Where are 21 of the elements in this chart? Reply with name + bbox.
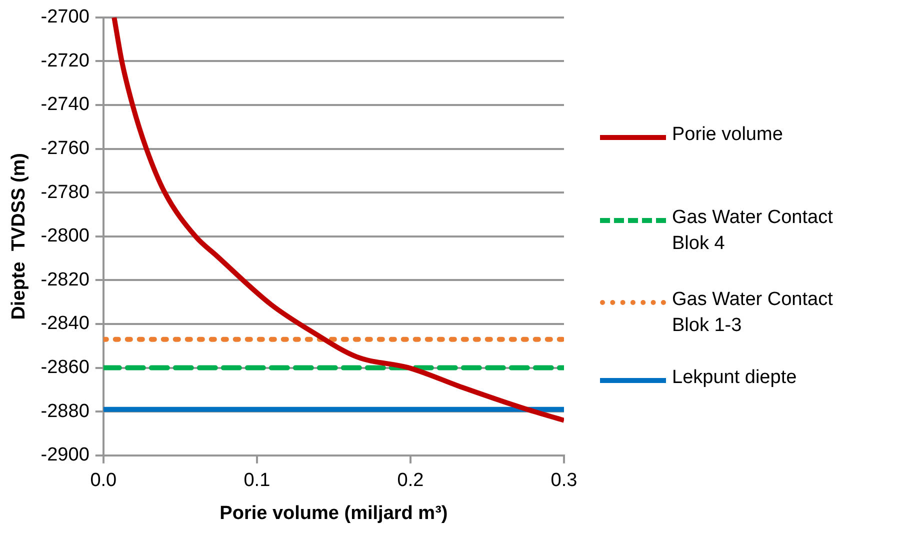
x-tick-label: 0.3 <box>550 470 578 492</box>
y-axis-title: Diepte TVDSS (m) <box>8 152 30 320</box>
y-tick-label: -2720 <box>40 50 90 72</box>
x-tick-label: 0.1 <box>244 470 270 492</box>
x-tick-label: 0.2 <box>397 470 424 492</box>
y-tick-label: -2900 <box>40 444 90 466</box>
x-tick-label: 0.0 <box>90 470 117 492</box>
y-tick-label: -2860 <box>40 357 90 378</box>
legend-label: Gas Water Contact Blok 4 <box>672 206 834 256</box>
y-tick-label: -2780 <box>40 182 90 203</box>
y-tick-label: -2840 <box>40 313 90 334</box>
y-tick-label: -2740 <box>40 94 90 116</box>
legend-label: Gas Water Contact Blok 1-3 <box>672 288 834 338</box>
y-tick-label: -2880 <box>40 400 90 422</box>
x-axis-title: Porie volume (miljard m³) <box>220 502 448 524</box>
y-tick-label: -2760 <box>40 138 90 160</box>
y-tick-label: -2700 <box>40 6 90 28</box>
legend-label: Lekpunt diepte <box>672 366 798 390</box>
legend-label: Porie volume <box>672 123 784 147</box>
y-tick-label: -2820 <box>40 269 90 290</box>
y-tick-label: -2800 <box>40 226 90 247</box>
